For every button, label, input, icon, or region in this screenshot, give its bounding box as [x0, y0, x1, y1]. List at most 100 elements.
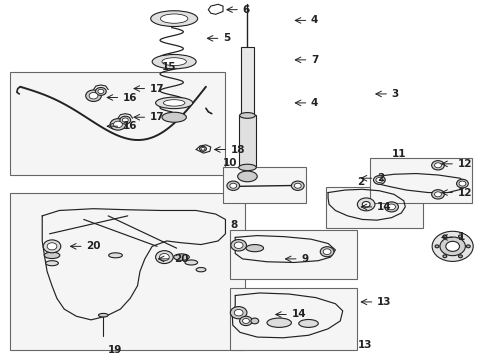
Ellipse shape	[238, 171, 257, 182]
Circle shape	[459, 181, 466, 186]
Circle shape	[294, 183, 301, 188]
Circle shape	[457, 179, 468, 188]
Circle shape	[320, 247, 334, 257]
Circle shape	[96, 87, 106, 95]
Circle shape	[98, 89, 104, 94]
Circle shape	[110, 119, 126, 130]
Text: 1: 1	[458, 232, 465, 242]
Bar	[10, 193, 245, 350]
Circle shape	[459, 235, 463, 238]
Circle shape	[86, 90, 101, 102]
Ellipse shape	[240, 113, 255, 118]
Text: 12: 12	[458, 159, 472, 169]
Ellipse shape	[44, 252, 60, 258]
Text: 18: 18	[230, 144, 245, 154]
Circle shape	[47, 243, 57, 250]
Circle shape	[231, 239, 246, 251]
Ellipse shape	[46, 261, 58, 266]
Circle shape	[440, 237, 465, 256]
Ellipse shape	[299, 319, 318, 327]
Circle shape	[89, 93, 98, 99]
Circle shape	[443, 255, 447, 258]
Text: 4: 4	[311, 98, 318, 108]
Circle shape	[230, 183, 237, 188]
Text: 10: 10	[223, 158, 238, 168]
Text: 2: 2	[377, 173, 384, 183]
Ellipse shape	[156, 97, 193, 109]
Circle shape	[323, 249, 331, 255]
Bar	[230, 230, 357, 279]
Circle shape	[120, 116, 131, 124]
Ellipse shape	[162, 58, 186, 66]
Circle shape	[357, 198, 375, 211]
Text: 20: 20	[86, 241, 101, 251]
Circle shape	[227, 181, 240, 190]
Text: 11: 11	[392, 149, 406, 159]
Text: 8: 8	[230, 220, 238, 230]
Circle shape	[159, 253, 169, 261]
Text: 20: 20	[174, 254, 189, 264]
Text: 9: 9	[301, 254, 308, 264]
Circle shape	[234, 310, 243, 316]
Circle shape	[435, 192, 441, 197]
Circle shape	[362, 202, 370, 207]
Text: 2: 2	[357, 177, 365, 187]
Text: 15: 15	[162, 62, 176, 72]
Text: 12: 12	[458, 188, 472, 198]
Ellipse shape	[151, 11, 197, 27]
Text: 3: 3	[392, 89, 399, 99]
Circle shape	[234, 242, 243, 248]
Bar	[223, 167, 306, 203]
Ellipse shape	[98, 314, 108, 317]
Circle shape	[156, 251, 173, 264]
Ellipse shape	[196, 267, 206, 272]
Text: 14: 14	[377, 202, 392, 212]
Circle shape	[432, 231, 473, 261]
Circle shape	[466, 245, 470, 248]
Circle shape	[376, 177, 383, 183]
Text: 4: 4	[311, 15, 318, 26]
Circle shape	[199, 146, 206, 151]
Circle shape	[388, 204, 395, 210]
Ellipse shape	[152, 54, 196, 69]
Circle shape	[122, 118, 128, 122]
Text: 16: 16	[123, 93, 137, 103]
Ellipse shape	[160, 14, 188, 23]
Circle shape	[459, 255, 463, 258]
Text: 5: 5	[223, 33, 230, 43]
Ellipse shape	[163, 100, 185, 106]
Bar	[239, 116, 256, 166]
Circle shape	[292, 181, 304, 190]
Bar	[10, 72, 225, 175]
Ellipse shape	[239, 164, 256, 171]
Circle shape	[373, 176, 385, 184]
Bar	[230, 288, 357, 350]
Circle shape	[432, 161, 444, 170]
Text: 7: 7	[311, 55, 318, 65]
Circle shape	[43, 240, 61, 253]
Circle shape	[243, 319, 249, 323]
Text: 16: 16	[123, 121, 137, 131]
Circle shape	[435, 163, 441, 168]
Ellipse shape	[109, 253, 122, 258]
Circle shape	[201, 147, 205, 150]
Text: 19: 19	[108, 345, 122, 355]
Circle shape	[435, 245, 439, 248]
Circle shape	[446, 241, 460, 251]
Ellipse shape	[185, 260, 197, 265]
Bar	[369, 158, 472, 203]
Ellipse shape	[162, 112, 186, 122]
Circle shape	[432, 190, 444, 199]
Ellipse shape	[267, 318, 292, 327]
Circle shape	[114, 121, 122, 128]
Ellipse shape	[246, 244, 264, 252]
Circle shape	[385, 202, 398, 212]
Ellipse shape	[173, 254, 189, 260]
Text: 17: 17	[150, 84, 164, 94]
Text: 13: 13	[357, 340, 372, 350]
Circle shape	[251, 318, 259, 324]
Bar	[241, 47, 254, 116]
Bar	[326, 187, 423, 228]
Circle shape	[443, 235, 447, 238]
Text: 14: 14	[292, 310, 306, 319]
